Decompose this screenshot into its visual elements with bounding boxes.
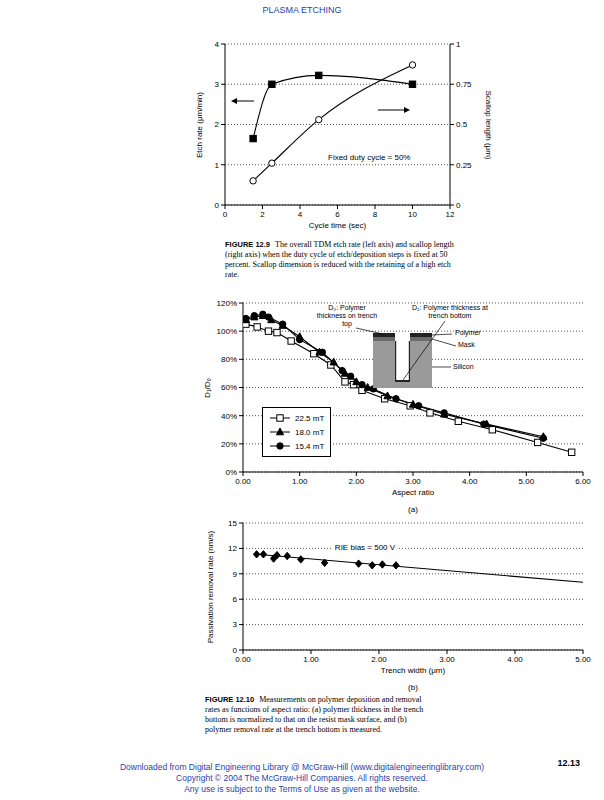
svg-text:60%: 60% [221, 383, 237, 392]
svg-text:10: 10 [408, 210, 417, 219]
svg-text:4: 4 [215, 40, 220, 49]
html-text:Cycle time (sec): Cycle time (sec) [308, 220, 367, 230]
html-text:Silicon: Silicon [453, 363, 474, 370]
svg-text:5.00: 5.00 [519, 477, 535, 486]
svg-text:20%: 20% [221, 440, 237, 449]
html-text:Measurements on polymer deposi: Measurements on polymer deposition and r… [205, 695, 424, 734]
svg-text:0: 0 [215, 201, 220, 210]
html-text:D₁: Polymer thickness at trenc: D₁: Polymer thickness at trench bottom [412, 304, 488, 319]
svg-text:6: 6 [233, 595, 238, 604]
svg-text:5.00: 5.00 [575, 655, 591, 664]
svg-text:2.00: 2.00 [371, 655, 387, 664]
svg-text:0.00: 0.00 [235, 655, 251, 664]
html-text:Etch rate (μm/min): Etch rate (μm/min) [194, 91, 204, 158]
svg-text:40%: 40% [221, 412, 237, 421]
html-text:18.0 mT: 18.0 mT [295, 427, 325, 437]
html-text:Downloaded from Digital Engine: Downloaded from Digital Engineering Libr… [119, 762, 485, 772]
svg-text:3.00: 3.00 [405, 477, 421, 486]
html-text:Passivation removal rate (nm/s: Passivation removal rate (nm/s) [205, 530, 215, 643]
svg-text:0.75: 0.75 [456, 80, 472, 89]
svg-text:3: 3 [215, 80, 220, 89]
html-text:D₀: Polymer thickness on trenc: D₀: Polymer thickness on trench top [316, 304, 378, 327]
svg-text:120%: 120% [217, 299, 237, 308]
svg-text:0.25: 0.25 [456, 161, 472, 170]
svg-text:0.00: 0.00 [235, 477, 251, 486]
svg-text:4: 4 [298, 210, 303, 219]
html-text:PLASMA ETCHING: PLASMA ETCHING [262, 5, 342, 15]
svg-text:80%: 80% [221, 355, 237, 364]
svg-text:2.00: 2.00 [349, 477, 365, 486]
svg-text:1: 1 [456, 40, 461, 49]
html-text:FIGURE 12.9: FIGURE 12.9 [225, 240, 270, 249]
html-text:Mask: Mask [458, 341, 475, 348]
html-text:Scallop length (μm): Scallop length (μm) [484, 90, 494, 159]
html-text:12.13: 12.13 [557, 758, 580, 768]
svg-text:0: 0 [233, 646, 238, 655]
svg-text:4.00: 4.00 [507, 655, 523, 664]
svg-text:1.00: 1.00 [303, 655, 319, 664]
html-text:The overall TDM etch rate (lef: The overall TDM etch rate (left axis) an… [225, 240, 454, 279]
html-text:Fixed duty cycle = 50%: Fixed duty cycle = 50% [328, 153, 411, 162]
svg-text:2: 2 [215, 120, 220, 129]
svg-text:2: 2 [260, 210, 265, 219]
svg-text:0%: 0% [225, 468, 237, 477]
svg-text:6.00: 6.00 [575, 477, 591, 486]
html-text:D₁/D₀: D₁/D₀ [202, 377, 212, 398]
html-text:Trench width (μm): Trench width (μm) [380, 665, 446, 675]
svg-text:1.00: 1.00 [292, 477, 308, 486]
html-text:RIE bias = 500 V: RIE bias = 500 V [334, 543, 396, 552]
svg-text:6: 6 [335, 210, 340, 219]
svg-text:3.00: 3.00 [439, 655, 455, 664]
html-text:Any use is subject to the Term: Any use is subject to the Terms of Use a… [184, 784, 420, 794]
svg-text:1: 1 [215, 161, 220, 170]
svg-text:9: 9 [233, 570, 238, 579]
svg-text:12: 12 [446, 210, 455, 219]
svg-text:3: 3 [233, 620, 238, 629]
html-text:Copyright © 2004 The McGraw-Hi: Copyright © 2004 The McGraw-Hill Compani… [176, 773, 428, 783]
svg-text:12: 12 [228, 544, 237, 553]
svg-text:15: 15 [228, 519, 237, 528]
svg-text:8: 8 [373, 210, 378, 219]
html-text:(a): (a) [408, 504, 418, 514]
html-text:Polymer: Polymer [455, 329, 481, 336]
html-text:Aspect ratio: Aspect ratio [391, 487, 435, 497]
svg-text:0: 0 [456, 201, 461, 210]
html-text:22.5 mT: 22.5 mT [295, 413, 325, 423]
html-text:(b): (b) [408, 682, 418, 692]
svg-text:0: 0 [223, 210, 228, 219]
svg-text:0.5: 0.5 [456, 120, 468, 129]
html-text:FIGURE 12.10: FIGURE 12.10 [205, 695, 255, 704]
svg-text:4.00: 4.00 [462, 477, 478, 486]
svg-text:100%: 100% [217, 327, 237, 336]
html-text:15.4 mT: 15.4 mT [295, 441, 325, 451]
